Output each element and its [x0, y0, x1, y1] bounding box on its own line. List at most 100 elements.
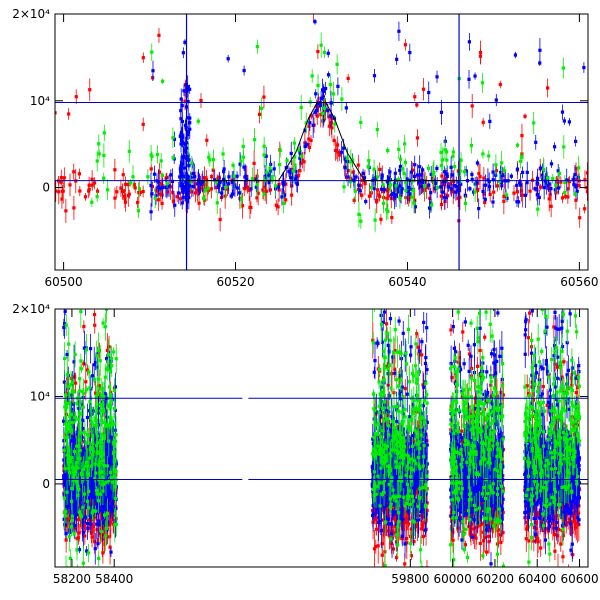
data-point [72, 206, 76, 210]
data-point [98, 438, 103, 443]
data-point [449, 182, 453, 186]
data-point [178, 167, 183, 171]
data-point [99, 409, 103, 413]
data-point [82, 453, 86, 458]
data-point [487, 184, 492, 189]
data-point [104, 526, 108, 530]
data-point [112, 388, 117, 392]
data-point [179, 131, 184, 135]
data-point [69, 508, 73, 512]
data-point [443, 196, 447, 200]
data-point [88, 347, 93, 351]
data-point [88, 88, 92, 92]
data-point [335, 149, 339, 153]
data-point [397, 29, 401, 33]
data-point [96, 542, 100, 546]
data-point [339, 150, 344, 154]
data-point [500, 184, 504, 188]
data-point [63, 488, 67, 492]
data-point [308, 100, 312, 104]
data-point [494, 169, 499, 173]
data-point [109, 506, 113, 510]
data-point [517, 200, 521, 204]
data-point [62, 325, 66, 330]
data-point [403, 161, 408, 165]
data-point [93, 509, 98, 513]
data-point [69, 376, 74, 381]
data-point [186, 130, 190, 134]
data-point [277, 188, 281, 192]
data-point [73, 508, 78, 512]
data-point [362, 176, 367, 180]
data-point [112, 350, 116, 354]
data-point [316, 101, 320, 106]
data-point [97, 348, 101, 352]
data-point [298, 168, 302, 173]
data-point [97, 142, 101, 146]
data-point [413, 198, 417, 202]
data-point [183, 99, 187, 103]
data-point [505, 196, 509, 200]
data-point [396, 518, 400, 522]
data-point [405, 189, 410, 193]
data-point [108, 393, 112, 397]
data-point [93, 416, 98, 420]
data-point [475, 188, 480, 193]
data-point [187, 196, 191, 200]
data-point [82, 480, 86, 485]
data-point [64, 484, 68, 488]
data-point [397, 147, 401, 151]
data-point [294, 170, 298, 174]
data-point [102, 131, 106, 135]
data-point [107, 345, 111, 349]
data-point [560, 196, 565, 200]
data-point [89, 531, 94, 535]
data-point [394, 184, 398, 188]
data-point [171, 156, 175, 160]
data-point [92, 181, 97, 185]
x-tick-label: 60520 [216, 275, 254, 289]
data-point [549, 162, 554, 166]
data-point [239, 159, 243, 163]
data-point [374, 198, 379, 202]
data-point [247, 188, 251, 192]
data-point [430, 203, 434, 207]
data-point [415, 173, 420, 177]
data-point [359, 219, 363, 223]
data-point [109, 550, 113, 554]
data-point [79, 431, 83, 435]
data-point [103, 442, 107, 447]
data-point [248, 205, 252, 209]
data-point [272, 167, 276, 171]
data-point [555, 178, 559, 182]
data-point [75, 442, 79, 446]
bottom-panel: 58200 58400 59800 60000 60200 60400 60600010⁴2… [12, 298, 598, 586]
data-point [298, 156, 302, 160]
data-point [315, 114, 319, 118]
data-point [204, 178, 209, 182]
data-point [573, 172, 577, 177]
data-point [185, 185, 189, 189]
data-point [328, 82, 332, 87]
data-point [280, 195, 284, 199]
data-point [186, 84, 190, 89]
data-point [113, 196, 117, 200]
data-point [196, 119, 200, 123]
data-point [114, 433, 118, 437]
data-point [171, 199, 176, 203]
data-point [276, 185, 280, 189]
data-point [260, 106, 264, 110]
data-point [298, 152, 303, 157]
data-point [242, 165, 246, 169]
data-point [553, 188, 557, 192]
data-point [68, 183, 72, 187]
data-point [105, 298, 108, 301]
data-point [322, 106, 327, 110]
data-point [96, 407, 101, 411]
data-point [533, 187, 537, 191]
data-point [427, 90, 431, 95]
data-point [319, 113, 323, 117]
data-point [495, 184, 500, 188]
data-point [305, 143, 309, 147]
data-point [235, 174, 239, 178]
